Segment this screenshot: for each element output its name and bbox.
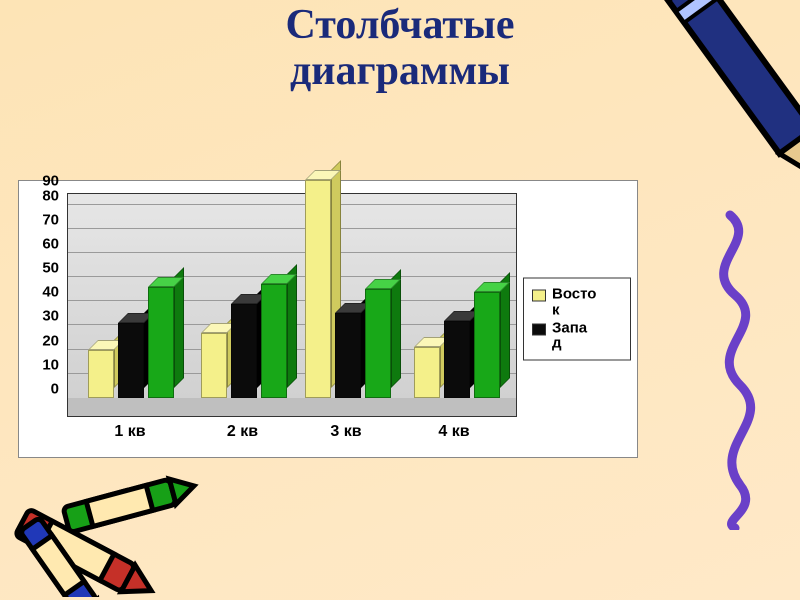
gridline [68,204,516,205]
x-axis-label: 1 кв [114,423,145,441]
y-tick-label: 80 [19,187,59,204]
y-tick-label: 30 [19,308,59,325]
legend-label: Восто к [552,287,596,319]
bar [148,287,174,398]
plot-floor [68,398,516,416]
y-tick-label: 50 [19,260,59,277]
legend-swatch [532,323,546,335]
legend-item: Восто к [532,287,624,319]
x-axis-labels: 1 кв 2 кв 3 кв 4 кв [67,423,517,451]
gridline [68,252,516,253]
y-tick-label: 10 [19,356,59,373]
y-tick-label: 40 [19,284,59,301]
bar [201,333,227,398]
bars-layer [68,194,516,398]
bar [474,292,500,398]
bar [335,313,361,398]
y-tick-label: 90 [19,173,59,190]
crayons-icon [6,472,216,597]
bar [365,289,391,398]
legend-item: Запа д [532,320,624,352]
bar [305,180,331,398]
x-axis-label: 4 кв [438,423,469,441]
bar [414,347,440,398]
chart-frame: 0102030405060708090 1 кв2 кв3 кв4 кв Вос… [18,180,638,458]
bar [88,350,114,398]
bar [118,323,144,398]
squiggle-icon [690,210,780,530]
plot-area [67,193,517,417]
page-title: Столбчатые диаграммы [286,2,515,94]
y-tick-label: 60 [19,235,59,252]
legend-swatch [532,290,546,302]
x-axis-label: 3 кв [330,423,361,441]
gridline [68,228,516,229]
y-axis: 0102030405060708090 [19,193,63,399]
bar [444,321,470,398]
y-tick-label: 0 [19,381,59,398]
y-tick-label: 20 [19,332,59,349]
bar [231,304,257,398]
legend-label: Запа д [552,320,587,352]
x-axis-label: 2 кв [227,423,258,441]
pencil-icon [640,0,800,240]
bar [261,284,287,398]
y-tick-label: 70 [19,211,59,228]
legend: Восто кЗапа д [523,278,631,361]
